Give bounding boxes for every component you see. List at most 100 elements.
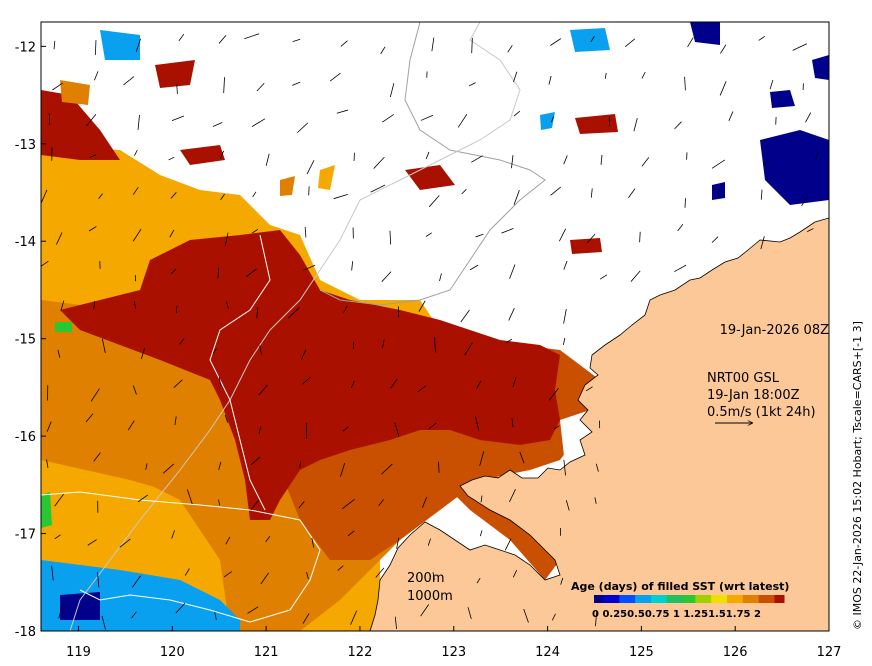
current-vector (223, 571, 232, 578)
current-vector (684, 198, 686, 208)
current-vector (595, 611, 598, 627)
colorbar-cell (606, 595, 611, 603)
current-vector (805, 112, 812, 123)
current-vector (439, 273, 442, 282)
current-vector (684, 76, 686, 91)
current-vector (548, 387, 559, 401)
current-vector (511, 417, 514, 428)
colorbar-cell (695, 595, 699, 603)
current-vector (792, 43, 808, 51)
colorbar-cell (647, 595, 652, 603)
current-vector (46, 459, 49, 469)
current-vector (418, 300, 426, 312)
current-vector (98, 193, 103, 199)
current-vector (292, 38, 301, 42)
current-vector (674, 121, 682, 130)
age-region-2-f (570, 238, 602, 254)
colorbar-cell (685, 595, 690, 603)
current-vector (224, 414, 229, 423)
current-vector (246, 268, 257, 278)
colorbar-cell (708, 595, 712, 603)
current-vector (480, 495, 483, 503)
current-vector (218, 461, 222, 471)
current-vector (464, 342, 473, 356)
current-vector (306, 572, 309, 580)
colorbar-cell (765, 595, 769, 603)
current-vector (302, 376, 311, 385)
current-vector (56, 232, 63, 245)
current-vector (252, 191, 257, 198)
current-vector (508, 308, 515, 321)
current-vectors (41, 33, 819, 630)
currents-time: 19-Jan 18:00Z (707, 388, 800, 403)
age-region-0-d (770, 90, 795, 108)
contour-white (41, 491, 321, 623)
current-vector (173, 379, 183, 388)
current-vector (119, 538, 131, 548)
age-region-0-5-b (100, 30, 140, 60)
current-vector (133, 301, 137, 309)
colorbar-cell (723, 595, 728, 603)
current-vector (509, 264, 516, 279)
current-vector (347, 530, 355, 537)
x-tick-label: 121 (254, 645, 279, 660)
current-vector (594, 497, 597, 504)
current-vector (176, 84, 178, 94)
plot-frame (40, 21, 830, 632)
current-vector (600, 154, 603, 165)
colorbar-cell (717, 595, 722, 603)
current-vector (553, 425, 560, 430)
age-region-0-5-e (60, 592, 100, 620)
current-vector (178, 33, 185, 42)
current-vector (548, 75, 552, 85)
current-vector (562, 337, 566, 346)
current-vector (132, 186, 139, 195)
current-vector (225, 301, 229, 309)
current-vector (475, 233, 484, 238)
colorbar-cell (698, 595, 703, 603)
current-vector (340, 462, 346, 477)
current-vector (438, 461, 440, 473)
current-vector (41, 189, 48, 205)
colorbar-cell (727, 595, 731, 603)
x-tick-label: 125 (629, 645, 654, 660)
colorbar-labels: 0 0.250.50.75 1 1.251.51.75 2 (592, 609, 761, 620)
current-vector (93, 452, 101, 462)
current-vector (258, 384, 268, 396)
current-vector (375, 567, 385, 578)
current-vector (428, 195, 440, 208)
current-vector (590, 188, 593, 198)
bathymetry-contours (41, 22, 546, 631)
current-vector (389, 230, 392, 245)
current-vector (434, 337, 436, 353)
age-region-2 (60, 230, 560, 520)
age-region-0-c (812, 55, 829, 80)
current-vector (604, 72, 607, 79)
current-vector (560, 577, 564, 585)
current-vector (57, 349, 61, 358)
current-vector (244, 33, 260, 40)
current-vector (123, 76, 135, 86)
current-vector (505, 338, 513, 344)
current-vector (175, 305, 178, 313)
current-vector (711, 159, 726, 169)
currents-scale: 0.5m/s (1kt 24h) (707, 405, 816, 420)
current-vector (420, 114, 434, 121)
age-region-2-b (41, 90, 120, 160)
colorbar-cell (657, 595, 661, 603)
current-vector (801, 196, 808, 207)
current-vector (101, 615, 106, 630)
current-vector (329, 72, 341, 82)
current-vector (758, 35, 765, 41)
current-vector (350, 610, 358, 625)
current-vector (396, 537, 400, 549)
current-vector (170, 192, 177, 199)
current-vector (171, 115, 185, 122)
age-region-0-5-d (540, 112, 555, 130)
colorbar-cell (666, 595, 671, 603)
current-vector (519, 451, 525, 464)
current-vector (421, 496, 428, 508)
age-region-2-e (575, 114, 618, 134)
current-vector (251, 118, 266, 127)
current-vector (134, 149, 138, 156)
